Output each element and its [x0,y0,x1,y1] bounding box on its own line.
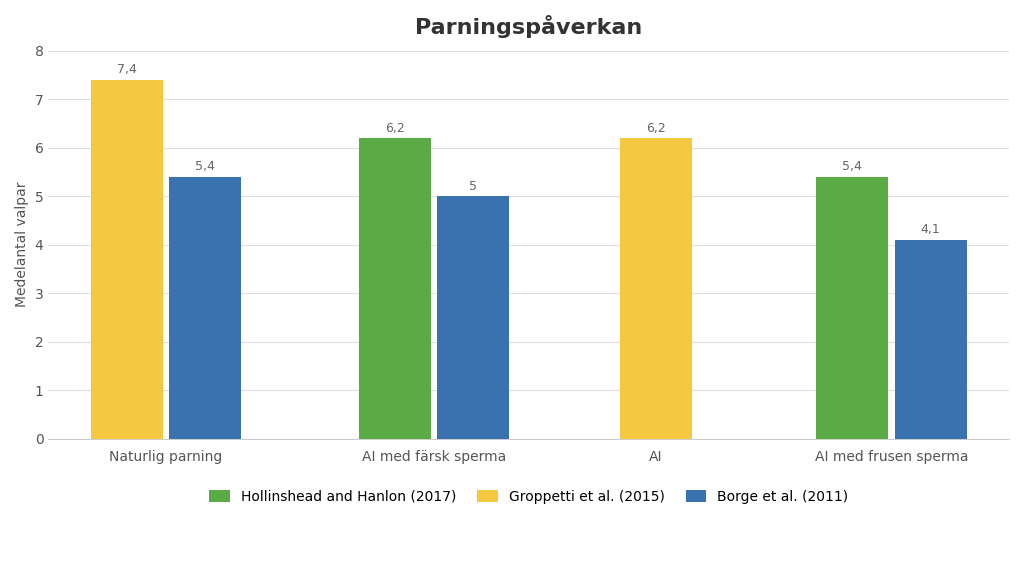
Bar [358,138,431,438]
Text: 6,2: 6,2 [646,122,666,135]
Text: 6,2: 6,2 [385,122,404,135]
Bar [91,79,163,438]
Bar [437,196,509,438]
Bar [816,177,888,438]
Text: 5,4: 5,4 [842,160,862,173]
Text: 5,4: 5,4 [196,160,215,173]
Text: 4,1: 4,1 [921,223,940,236]
Text: 5: 5 [469,180,477,193]
Bar [621,138,692,438]
Title: Parningspåverkan: Parningspåverkan [415,15,642,38]
Y-axis label: Medelantal valpar: Medelantal valpar [15,182,29,308]
Bar [169,177,241,438]
Text: 7,4: 7,4 [117,63,136,77]
Legend: Hollinshead and Hanlon (2017), Groppetti et al. (2015), Borge et al. (2011): Hollinshead and Hanlon (2017), Groppetti… [203,484,854,509]
Bar [895,240,967,438]
